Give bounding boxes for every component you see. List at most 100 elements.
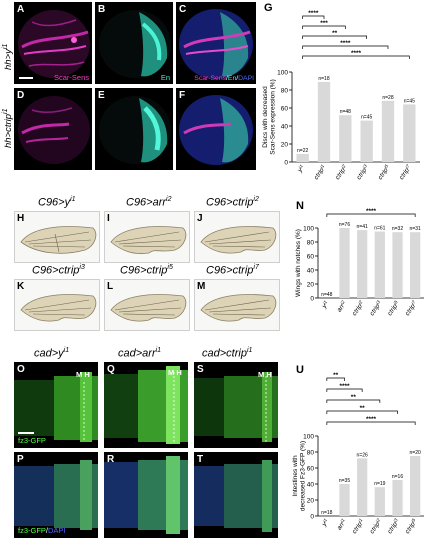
panel-letter-l: L: [107, 281, 114, 292]
significance-bracket: [302, 25, 346, 29]
bar: [296, 153, 309, 162]
y-tick-label: 0: [284, 160, 288, 167]
fz3-gfp-gut-image: [104, 366, 188, 444]
n-label: n=45: [404, 98, 415, 104]
wing-title-k: C96>ctripi3: [32, 264, 85, 277]
panel-letter-h: H: [17, 213, 25, 224]
engrailed-disc-image: [99, 10, 171, 78]
wing-title-m: C96>ctripi7: [206, 264, 259, 277]
y-tick-label: 0: [310, 514, 314, 521]
panel-letter-i: I: [107, 213, 110, 224]
significance-bracket: [302, 45, 389, 49]
caption-fz3-gfp-dapi: fz3-GFP/DAPI: [18, 526, 66, 535]
bar: [403, 104, 416, 162]
x-tick-label: yi1: [319, 517, 330, 528]
wing-image: [200, 226, 277, 254]
bar: [317, 81, 331, 162]
y-axis-label: Discs with decreasedScar-Sens expression…: [262, 79, 277, 155]
panel-r-image: R: [104, 452, 188, 538]
scar-sens-ctrip-disc-image: [18, 96, 90, 164]
significance-stars: ***: [320, 20, 328, 27]
wing-image: [200, 294, 277, 322]
merged-disc-image: [179, 9, 253, 79]
n-label: n=22: [297, 148, 308, 154]
wing-title-l: C96>ctripi5: [120, 264, 173, 277]
row-label-hh-ctrip: hh>ctripi1: [2, 108, 15, 148]
y-tick-label: 60: [281, 106, 289, 113]
panel-letter-f: F: [179, 90, 186, 101]
x-tick-label: arri2: [335, 299, 348, 313]
wing-title-h: C96>yi1: [38, 196, 76, 209]
scale-bar: [18, 432, 34, 434]
panel-letter-t: T: [197, 454, 204, 465]
significance-bracket: [326, 213, 416, 217]
bar: [360, 120, 373, 162]
panel-p-image: P fz3-GFP/DAPI: [14, 452, 98, 538]
gut-title-cad-y: cad>yi1: [34, 347, 70, 360]
panel-q-image: Q M H: [104, 362, 188, 448]
bar: [410, 456, 421, 516]
panel-letter-o: O: [17, 364, 25, 375]
caption-fz3-gfp: fz3-GFP: [18, 436, 46, 445]
panel-c-image: C Scar-Sens/En/DAPI: [176, 2, 256, 84]
n-label: n=48: [340, 109, 351, 115]
row-label-hh-y: hh>yi1: [2, 43, 15, 70]
significance-stars: ****: [339, 383, 350, 390]
y-tick-label: 60: [307, 254, 315, 261]
panel-letter-m: M: [197, 281, 206, 292]
x-tick-label: ctripi5: [403, 517, 419, 535]
bar: [381, 100, 395, 162]
y-tick-label: 40: [307, 482, 315, 489]
bar: [339, 115, 352, 162]
caption-merge-c: Scar-Sens/En/DAPI: [194, 75, 254, 82]
x-tick-label: ctripi1: [350, 517, 366, 535]
panel-letter-g: G: [264, 2, 273, 14]
n-label: n=20: [410, 450, 421, 456]
significance-stars: ****: [340, 40, 351, 47]
panel-t-image: T: [194, 452, 278, 538]
bar: [410, 232, 421, 298]
n-label: n=61: [374, 226, 385, 232]
y-tick-label: 80: [307, 450, 315, 457]
y-tick-label: 20: [281, 142, 289, 149]
panel-f-image: F: [176, 88, 256, 170]
significance-bracket: [326, 388, 363, 392]
significance-bracket: [326, 399, 381, 403]
mh-label-o: M H: [76, 370, 90, 379]
panel-s-image: S M H: [194, 362, 278, 448]
panel-letter-j: J: [197, 213, 203, 224]
significance-stars: ****: [308, 10, 319, 17]
panel-a-image: A Scar-Sens: [14, 2, 92, 84]
x-tick-label: ctripi1: [312, 163, 328, 181]
significance-stars: **: [332, 30, 338, 37]
panel-letter-q: Q: [107, 364, 115, 375]
x-tick-label: arri1: [335, 517, 348, 531]
bar: [339, 228, 350, 298]
scar-sens-disc-image: [18, 10, 90, 78]
n-label: n=32: [392, 226, 403, 232]
x-tick-label: ctripi7: [403, 299, 419, 317]
caption-en-b: En: [160, 73, 170, 82]
n-label: n=45: [361, 115, 372, 121]
y-tick-label: 20: [307, 282, 315, 289]
wing-image: [20, 226, 97, 254]
bar: [339, 484, 350, 516]
bar: [392, 232, 403, 298]
n-label: n=31: [410, 226, 421, 232]
panel-letter-k: K: [17, 281, 25, 292]
bar: [392, 480, 403, 516]
n-label: n=76: [339, 222, 350, 228]
panel-letter-s: S: [197, 364, 204, 375]
y-tick-label: 60: [307, 466, 315, 473]
bar: [357, 230, 368, 298]
x-tick-label: ctripi3: [355, 163, 371, 181]
x-tick-label: ctripi7: [397, 163, 413, 181]
x-tick-label: ctripi2: [368, 517, 384, 535]
y-tick-label: 40: [281, 124, 289, 131]
panel-letter-n: N: [296, 200, 304, 212]
bar: [374, 231, 385, 298]
wing-image: [110, 226, 187, 254]
